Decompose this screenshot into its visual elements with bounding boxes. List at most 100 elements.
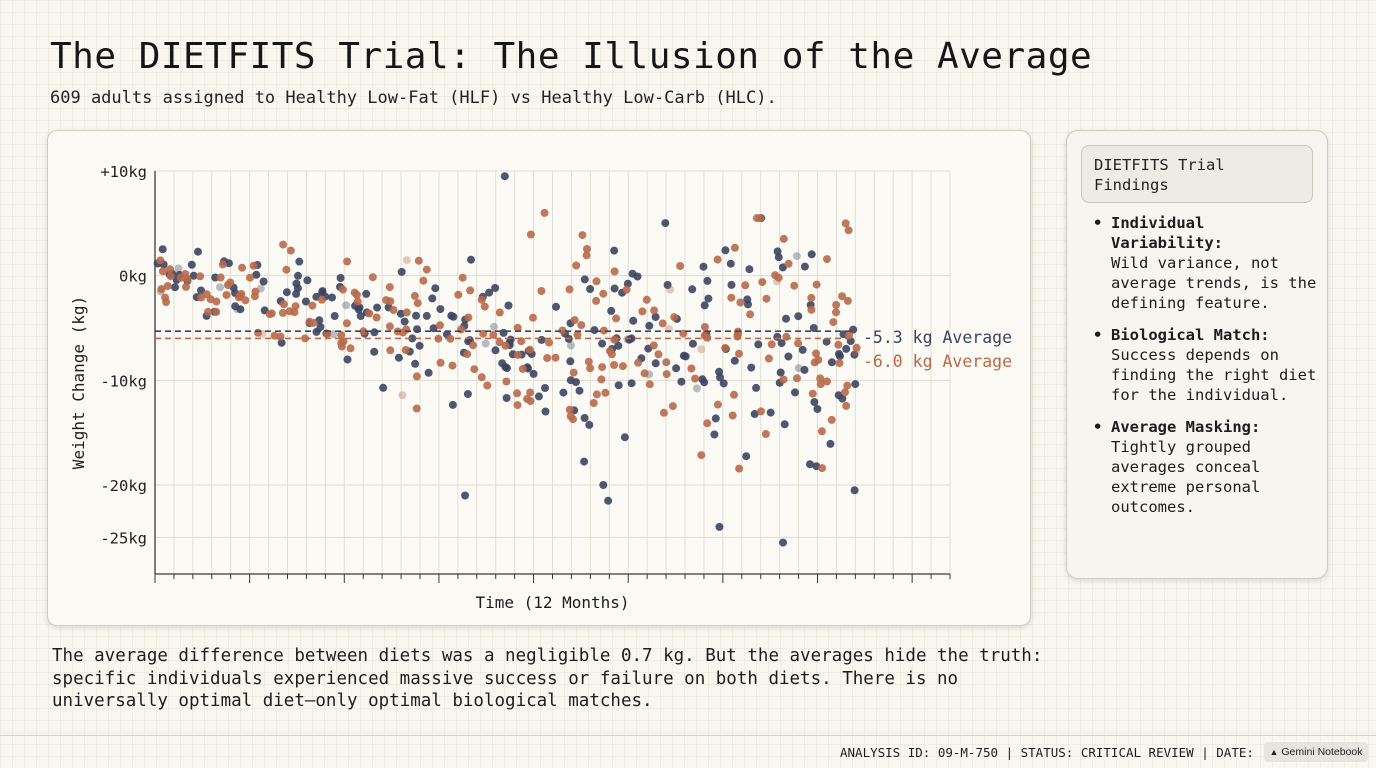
data-point xyxy=(793,374,801,383)
data-point xyxy=(578,231,587,240)
data-point xyxy=(658,319,667,328)
data-point xyxy=(526,230,535,239)
data-point xyxy=(700,378,709,387)
data-point xyxy=(800,262,809,271)
data-point xyxy=(422,311,431,320)
data-point xyxy=(337,331,346,340)
chart-caption: The average difference between diets was… xyxy=(52,646,1043,711)
data-point xyxy=(477,373,486,382)
data-point xyxy=(634,358,643,367)
data-point xyxy=(518,364,527,373)
data-point xyxy=(810,398,819,407)
data-point xyxy=(249,261,258,270)
data-point xyxy=(580,275,589,284)
data-point xyxy=(620,433,629,442)
data-point xyxy=(246,273,254,282)
data-point xyxy=(844,226,853,235)
data-point xyxy=(464,313,473,322)
data-point xyxy=(679,351,688,360)
data-point xyxy=(534,392,543,401)
data-point xyxy=(850,350,859,359)
data-point xyxy=(614,381,623,390)
data-point xyxy=(279,240,288,249)
mean-lines xyxy=(155,330,855,340)
data-point xyxy=(832,300,841,309)
data-point xyxy=(174,264,183,273)
data-point xyxy=(412,372,421,381)
data-point xyxy=(354,305,363,314)
data-point xyxy=(745,265,754,274)
data-point xyxy=(589,399,598,407)
data-point xyxy=(580,414,589,422)
data-point xyxy=(529,369,538,378)
data-point xyxy=(651,359,660,368)
data-point xyxy=(742,452,751,461)
data-point xyxy=(794,364,803,373)
data-point xyxy=(627,334,636,343)
data-point xyxy=(277,338,286,347)
data-point xyxy=(572,378,580,387)
data-point xyxy=(582,251,591,260)
data-point xyxy=(330,312,339,320)
data-point-outlier xyxy=(500,172,509,181)
finding-label: Biological Match: xyxy=(1111,326,1270,344)
data-point xyxy=(212,297,221,306)
data-point xyxy=(394,353,403,362)
findings-panel: DIETFITS Trial Findings Individual Varia… xyxy=(1066,130,1328,579)
data-point-outlier xyxy=(540,208,549,217)
data-point xyxy=(318,288,327,297)
data-point xyxy=(222,291,231,299)
data-point xyxy=(610,246,619,255)
footer-divider xyxy=(0,735,1376,736)
data-point xyxy=(449,312,458,321)
data-point xyxy=(419,276,428,285)
data-point xyxy=(386,346,395,355)
data-point xyxy=(713,400,722,409)
data-point xyxy=(503,364,511,373)
data-point xyxy=(843,381,852,390)
data-point xyxy=(559,388,568,397)
data-point xyxy=(513,350,522,359)
data-point xyxy=(317,295,326,304)
data-point xyxy=(158,245,167,254)
data-point xyxy=(812,349,820,358)
data-point xyxy=(166,265,174,274)
data-point xyxy=(238,263,247,272)
data-point xyxy=(301,297,310,306)
data-point xyxy=(541,407,550,416)
data-point xyxy=(826,439,835,448)
finding-text: Tightly grouped averages conceal extreme… xyxy=(1111,438,1261,516)
data-point xyxy=(730,243,739,252)
data-point xyxy=(545,338,553,347)
data-point xyxy=(466,286,475,295)
x-axis-title: Time (12 Months) xyxy=(475,593,629,612)
data-point xyxy=(356,312,365,320)
data-point xyxy=(278,308,287,317)
data-point xyxy=(713,255,722,264)
data-point xyxy=(816,374,825,383)
data-point xyxy=(436,321,444,330)
data-point-outlier xyxy=(604,496,613,505)
data-point xyxy=(610,361,619,369)
data-point xyxy=(721,246,730,255)
data-point xyxy=(754,340,763,349)
data-point xyxy=(651,313,660,321)
findings-header: DIETFITS Trial Findings xyxy=(1081,145,1313,203)
data-point xyxy=(688,339,697,348)
data-point xyxy=(755,214,764,223)
data-point xyxy=(598,363,607,372)
data-point xyxy=(194,247,202,256)
data-point xyxy=(513,323,522,332)
gemini-notebook-badge[interactable]: ▲ Gemini Notebook xyxy=(1264,742,1368,762)
data-point xyxy=(183,275,192,284)
data-point xyxy=(852,343,861,352)
data-point xyxy=(672,364,681,373)
data-point xyxy=(502,394,511,402)
data-point xyxy=(408,334,417,343)
data-point xyxy=(237,290,246,298)
data-point xyxy=(389,306,398,314)
data-point xyxy=(495,308,504,317)
data-point xyxy=(780,420,789,429)
data-point xyxy=(385,283,394,292)
data-point xyxy=(818,464,827,473)
